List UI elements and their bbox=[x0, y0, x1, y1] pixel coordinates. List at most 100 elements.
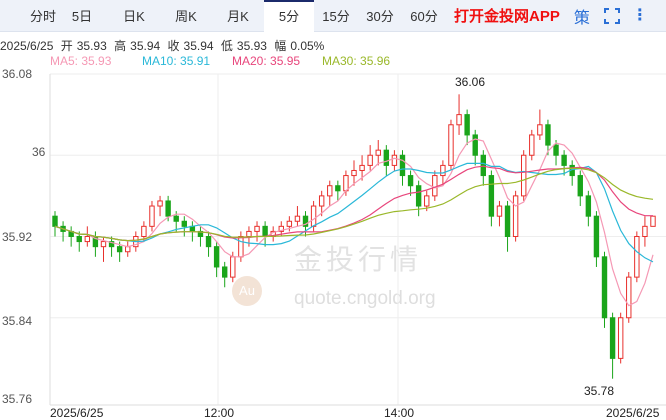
candle-body bbox=[125, 246, 131, 253]
candle-body bbox=[529, 134, 535, 156]
low-label: 低 bbox=[220, 39, 233, 53]
tab-6[interactable]: 15分 bbox=[322, 8, 350, 24]
tab-3[interactable]: 周K bbox=[175, 8, 197, 24]
candle-body bbox=[504, 205, 511, 237]
candle-body bbox=[238, 236, 244, 258]
candle-body bbox=[286, 220, 293, 227]
candle-body bbox=[310, 205, 317, 227]
x-tick: 14:00 bbox=[384, 406, 415, 420]
y-tick: 35.92 bbox=[2, 230, 33, 244]
candle-body bbox=[456, 114, 462, 126]
y-tick: 35.76 bbox=[2, 392, 33, 406]
min-price-label: 35.78 bbox=[584, 384, 615, 398]
max-price-label: 36.06 bbox=[455, 75, 486, 89]
candle-body bbox=[464, 114, 470, 136]
candle-body bbox=[359, 164, 365, 171]
strategy-button[interactable]: 策 bbox=[573, 9, 590, 27]
x-tick: 12:00 bbox=[204, 406, 235, 420]
range-value: 0.05% bbox=[290, 39, 325, 53]
candle-body bbox=[76, 236, 82, 243]
candle-body bbox=[577, 175, 583, 197]
candle-body bbox=[278, 225, 284, 232]
fullscreen-icon[interactable] bbox=[603, 7, 620, 24]
candle-body bbox=[335, 185, 341, 192]
ma10-line bbox=[54, 162, 654, 263]
candle-body bbox=[650, 215, 656, 227]
candle-body bbox=[213, 246, 220, 268]
candle-body bbox=[181, 220, 187, 227]
candle-body bbox=[318, 195, 325, 207]
candle-body bbox=[351, 169, 357, 177]
candle-body bbox=[553, 144, 559, 156]
ma5-legend: MA5: 35.93 bbox=[50, 54, 112, 68]
high-label: 高 bbox=[114, 39, 127, 53]
watermark-logo: Au bbox=[232, 276, 262, 306]
ma30-line bbox=[54, 167, 654, 242]
candle-body bbox=[294, 215, 301, 222]
candle-body bbox=[488, 175, 495, 217]
candle-body bbox=[399, 154, 406, 177]
watermark: Au 金投行情 quote.cngold.org bbox=[232, 238, 436, 318]
candle-body bbox=[375, 149, 381, 156]
tab-list: 分时 5日 日K 周K 月K 5分 15分 30分 60分 bbox=[30, 0, 446, 32]
tab-4[interactable]: 月K bbox=[227, 8, 249, 24]
tab-5[interactable]: 5分 bbox=[264, 0, 314, 32]
candle-body bbox=[617, 317, 624, 359]
candle-body bbox=[205, 236, 212, 248]
tab-7[interactable]: 30分 bbox=[366, 8, 394, 24]
candle-body bbox=[512, 195, 519, 237]
watermark-url: quote.cngold.org bbox=[294, 288, 436, 309]
candle-body bbox=[407, 175, 414, 187]
high-value: 35.94 bbox=[130, 39, 161, 53]
tab-1[interactable]: 5日 bbox=[71, 8, 93, 24]
candle-body bbox=[545, 124, 551, 146]
candle-body bbox=[108, 241, 115, 248]
candle-body bbox=[141, 225, 147, 237]
x-tick: 2025/6/25 bbox=[606, 406, 660, 420]
tab-0[interactable]: 分时 bbox=[30, 8, 57, 24]
candle-body bbox=[391, 154, 398, 166]
candle-body bbox=[601, 256, 608, 319]
candle-body bbox=[626, 276, 632, 319]
candle-body bbox=[642, 225, 648, 237]
candle-body bbox=[480, 154, 486, 177]
candle-body bbox=[100, 241, 107, 248]
more-vertical-icon[interactable]: ⋮ bbox=[631, 6, 648, 24]
y-tick: 36 bbox=[32, 145, 46, 159]
candle-body bbox=[254, 225, 260, 232]
candle-body bbox=[149, 205, 155, 227]
candle-body bbox=[537, 124, 543, 136]
candle-body bbox=[496, 205, 503, 217]
candle-body bbox=[472, 134, 478, 156]
candle-body bbox=[415, 185, 422, 207]
y-tick: 36.08 bbox=[2, 67, 33, 81]
close-label: 收 bbox=[167, 39, 180, 53]
ma20-legend: MA20: 35.95 bbox=[232, 54, 301, 68]
tab-2[interactable]: 日K bbox=[123, 8, 145, 24]
watermark-name: 金投行情 bbox=[294, 244, 423, 275]
candle-body bbox=[230, 256, 236, 278]
candle-body bbox=[432, 175, 438, 197]
ma30-legend: MA30: 35.96 bbox=[322, 54, 391, 68]
candle-body bbox=[173, 215, 179, 222]
candle-body bbox=[585, 195, 592, 217]
period-tabs: 分时 5日 日K 周K 月K 5分 15分 30分 60分 打开金投网APP 策 ⋮ bbox=[0, 0, 666, 32]
open-label: 开 bbox=[60, 39, 73, 53]
candle-body bbox=[327, 185, 333, 197]
close-value: 35.94 bbox=[183, 39, 214, 53]
candle-body bbox=[593, 215, 600, 258]
candle-body bbox=[440, 164, 446, 177]
tab-8[interactable]: 60分 bbox=[410, 8, 438, 24]
candle-body bbox=[262, 225, 268, 237]
candle-body bbox=[634, 236, 640, 278]
candle-body bbox=[84, 236, 91, 243]
candle-body bbox=[116, 246, 123, 253]
candle-body bbox=[302, 215, 309, 227]
open-value: 35.93 bbox=[76, 39, 107, 53]
open-app-link[interactable]: 打开金投网APP bbox=[454, 8, 560, 25]
candle-body bbox=[52, 215, 58, 227]
ma10-legend: MA10: 35.91 bbox=[142, 54, 211, 68]
info-date: 2025/6/25 bbox=[0, 39, 54, 53]
